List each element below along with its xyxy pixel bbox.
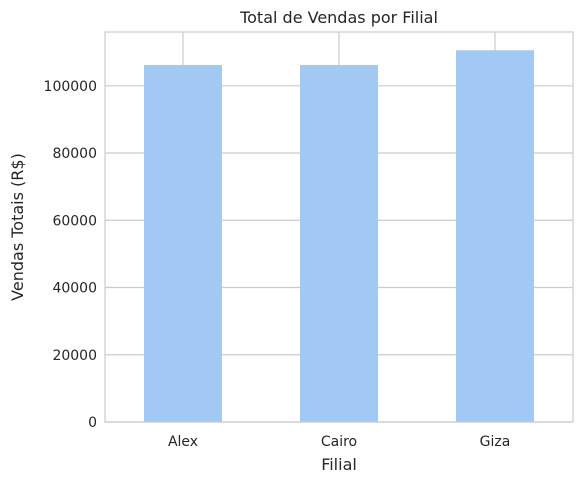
y-tick-label: 0	[88, 415, 97, 431]
bars-group	[144, 50, 534, 422]
bar-alex	[144, 64, 222, 422]
plot-frame	[104, 31, 574, 423]
y-tick-labels: 0 20000 40000 60000 80000 100000	[44, 79, 97, 431]
x-axis-label: Filial	[321, 455, 357, 474]
chart-title: Total de Vendas por Filial	[239, 8, 438, 27]
x-tick-label: Giza	[480, 434, 511, 450]
y-tick-label: 100000	[44, 79, 97, 95]
x-tick-label: Cairo	[321, 434, 357, 450]
y-tick-label: 20000	[52, 348, 97, 364]
y-axis-label: Vendas Totais (R$)	[8, 153, 27, 301]
bar-cairo	[300, 64, 378, 422]
bar-giza	[456, 50, 534, 422]
x-tick-label: Alex	[168, 434, 198, 450]
y-tick-label: 40000	[52, 281, 97, 297]
plot-area	[104, 31, 574, 423]
y-tick-label: 80000	[52, 146, 97, 162]
y-tick-label: 60000	[52, 213, 97, 229]
x-tick-labels: Alex Cairo Giza	[168, 434, 510, 450]
